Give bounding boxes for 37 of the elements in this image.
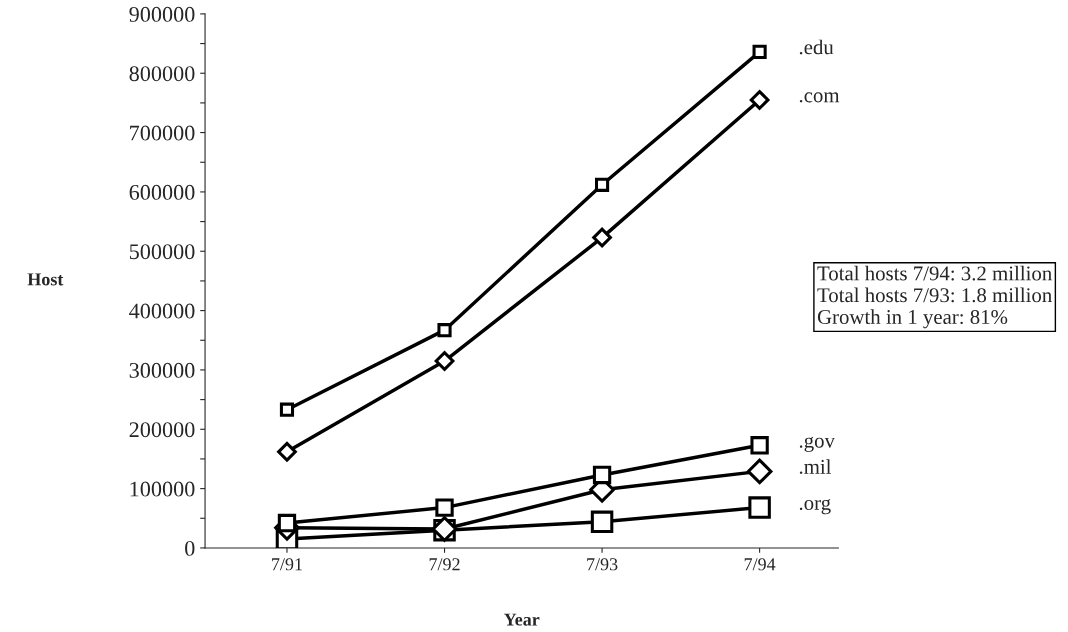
y-tick-label: 600000 [129, 184, 195, 200]
point [746, 458, 773, 485]
y-axis-title: Host [27, 273, 64, 286]
series-label: .edu [799, 39, 834, 55]
y-tick-label: 900000 [129, 6, 195, 22]
point [435, 498, 454, 517]
y-tick-label: 700000 [130, 125, 195, 141]
point [277, 441, 297, 462]
point [748, 496, 771, 519]
point [594, 177, 610, 192]
point [592, 227, 612, 248]
point [434, 351, 455, 371]
y-tick-label: 200000 [129, 422, 195, 438]
x-axis-title: Year [503, 613, 540, 626]
annotation: Total hosts 7/94: 3.2 million Total hosts 7/93: 1.8 million Growth in 1 year: 81% [817, 265, 1052, 329]
series-label: .gov [799, 436, 835, 452]
x-tick-label: 7/92 [429, 558, 460, 571]
point [749, 90, 770, 110]
x-tick-label: 7/94 [744, 558, 776, 571]
point [279, 402, 295, 417]
point [437, 323, 452, 338]
x-tick-label: 7/91 [272, 558, 302, 571]
y-tick-label: 500000 [129, 244, 195, 260]
point [752, 44, 767, 59]
y-tick-label: 300000 [129, 362, 195, 378]
x-tick-label: 7/93 [587, 558, 618, 571]
point [277, 513, 297, 533]
y-tick-label: 0 [185, 540, 195, 556]
point [590, 510, 614, 534]
y-tick-label: 100000 [130, 481, 195, 497]
y-tick-label: 800000 [129, 66, 195, 82]
series-label: .org [799, 499, 831, 515]
point [592, 465, 612, 485]
y-tick-label: 400000 [129, 303, 195, 319]
series-label: .com [799, 92, 840, 103]
point [750, 436, 769, 455]
series-label: .mil [799, 459, 832, 474]
